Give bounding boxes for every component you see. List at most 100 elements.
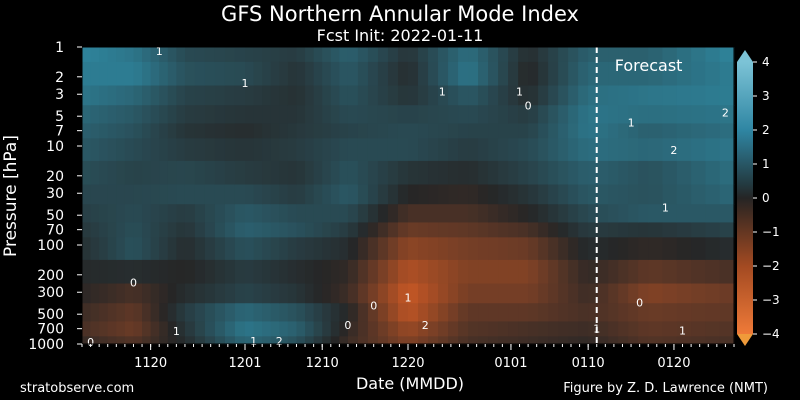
- anomaly-cell: [588, 184, 599, 205]
- anomaly-cell: [90, 138, 100, 162]
- anomaly-cell: [224, 105, 236, 125]
- anomaly-cell: [691, 204, 707, 224]
- anomaly-cell: [558, 85, 569, 106]
- anomaly-cell: [418, 222, 429, 238]
- anomaly-cell: [184, 105, 196, 125]
- anomaly-cell: [287, 237, 298, 261]
- anomaly-cell: [568, 237, 579, 261]
- anomaly-cell: [270, 105, 280, 125]
- anomaly-cell: [305, 283, 315, 304]
- anomaly-cell: [90, 237, 100, 261]
- anomaly-cell: [588, 105, 599, 125]
- anomaly-cell: [568, 47, 579, 63]
- anomaly-cell: [253, 321, 263, 337]
- anomaly-cell: [322, 160, 332, 186]
- anomaly-cell: [397, 303, 409, 323]
- chart-title: GFS Northern Annular Mode Index: [221, 2, 579, 26]
- anomaly-cell: [279, 303, 289, 323]
- anomaly-cell: [408, 184, 419, 205]
- anomaly-cell: [618, 204, 629, 224]
- anomaly-cell: [159, 85, 169, 106]
- anomaly-cell: [124, 222, 135, 238]
- anomaly-cell: [214, 123, 226, 139]
- anomaly-cell: [408, 303, 419, 323]
- anomaly-cell: [133, 204, 143, 224]
- anomaly-cell: [397, 321, 409, 337]
- anomaly-cell: [488, 138, 499, 162]
- anomaly-cell: [234, 160, 246, 186]
- anomaly-cell: [339, 336, 349, 345]
- anomaly-cell: [367, 321, 379, 337]
- anomaly-cell: [438, 237, 449, 261]
- anomaly-cell: [648, 237, 664, 261]
- anomaly-cell: [448, 222, 459, 238]
- anomaly-cell: [448, 184, 459, 205]
- anomaly-cell: [194, 138, 206, 162]
- anomaly-cell: [648, 222, 664, 238]
- anomaly-cell: [458, 237, 469, 261]
- anomaly-cell: [538, 61, 549, 87]
- anomaly-cell: [508, 138, 519, 162]
- anomaly-cell: [676, 85, 692, 106]
- anomaly-cell: [176, 204, 186, 224]
- contour-label: 1: [173, 325, 180, 338]
- y-tick-label: 100: [37, 238, 64, 254]
- anomaly-cell: [204, 138, 216, 162]
- anomaly-cell: [408, 222, 419, 238]
- anomaly-cell: [638, 259, 649, 285]
- anomaly-cell: [568, 204, 579, 224]
- anomaly-cell: [548, 61, 559, 87]
- anomaly-cell: [377, 105, 389, 125]
- anomaly-cell: [648, 184, 664, 205]
- anomaly-cell: [418, 85, 429, 106]
- anomaly-cell: [279, 336, 289, 345]
- anomaly-cell: [578, 47, 589, 63]
- anomaly-cell: [662, 61, 678, 87]
- anomaly-cell: [322, 222, 332, 238]
- anomaly-cell: [90, 283, 100, 304]
- contour-label: 1: [628, 117, 635, 130]
- anomaly-cell: [608, 61, 619, 87]
- anomaly-cell: [488, 160, 499, 186]
- anomaly-cell: [498, 283, 509, 304]
- anomaly-cell: [628, 184, 639, 205]
- anomaly-cell: [578, 321, 589, 337]
- anomaly-cell: [82, 204, 92, 224]
- anomaly-cell: [662, 237, 678, 261]
- anomaly-cell: [347, 47, 359, 63]
- anomaly-cell: [662, 303, 678, 323]
- anomaly-cell: [234, 283, 246, 304]
- anomaly-cell: [107, 184, 117, 205]
- anomaly-cell: [287, 138, 298, 162]
- anomaly-cell: [159, 321, 169, 337]
- anomaly-cell: [558, 321, 569, 337]
- anomaly-cell: [224, 61, 236, 87]
- anomaly-cell: [558, 283, 569, 304]
- anomaly-cell: [408, 85, 419, 106]
- anomaly-cell: [478, 283, 489, 304]
- anomaly-cell: [608, 259, 619, 285]
- anomaly-cell: [458, 61, 469, 87]
- anomaly-cell: [377, 336, 389, 345]
- anomaly-cell: [508, 204, 519, 224]
- anomaly-cell: [662, 321, 678, 337]
- anomaly-cell: [204, 204, 216, 224]
- anomaly-cell: [408, 160, 419, 186]
- anomaly-cell: [528, 138, 539, 162]
- anomaly-cell: [357, 160, 369, 186]
- y-tick-label: 700: [37, 322, 64, 338]
- anomaly-cell: [608, 336, 619, 345]
- anomaly-cell: [322, 303, 332, 323]
- anomaly-cell: [691, 283, 707, 304]
- anomaly-cell: [377, 47, 389, 63]
- source-link[interactable]: stratobserve.com: [20, 381, 135, 396]
- anomaly-cell: [159, 105, 169, 125]
- contour-label: 0: [87, 336, 94, 349]
- anomaly-cell: [204, 321, 216, 337]
- anomaly-cell: [167, 47, 177, 63]
- anomaly-cell: [478, 85, 489, 106]
- anomaly-cell: [478, 123, 489, 139]
- anomaly-cell: [142, 61, 152, 87]
- anomaly-cell: [90, 303, 100, 323]
- anomaly-cell: [387, 237, 399, 261]
